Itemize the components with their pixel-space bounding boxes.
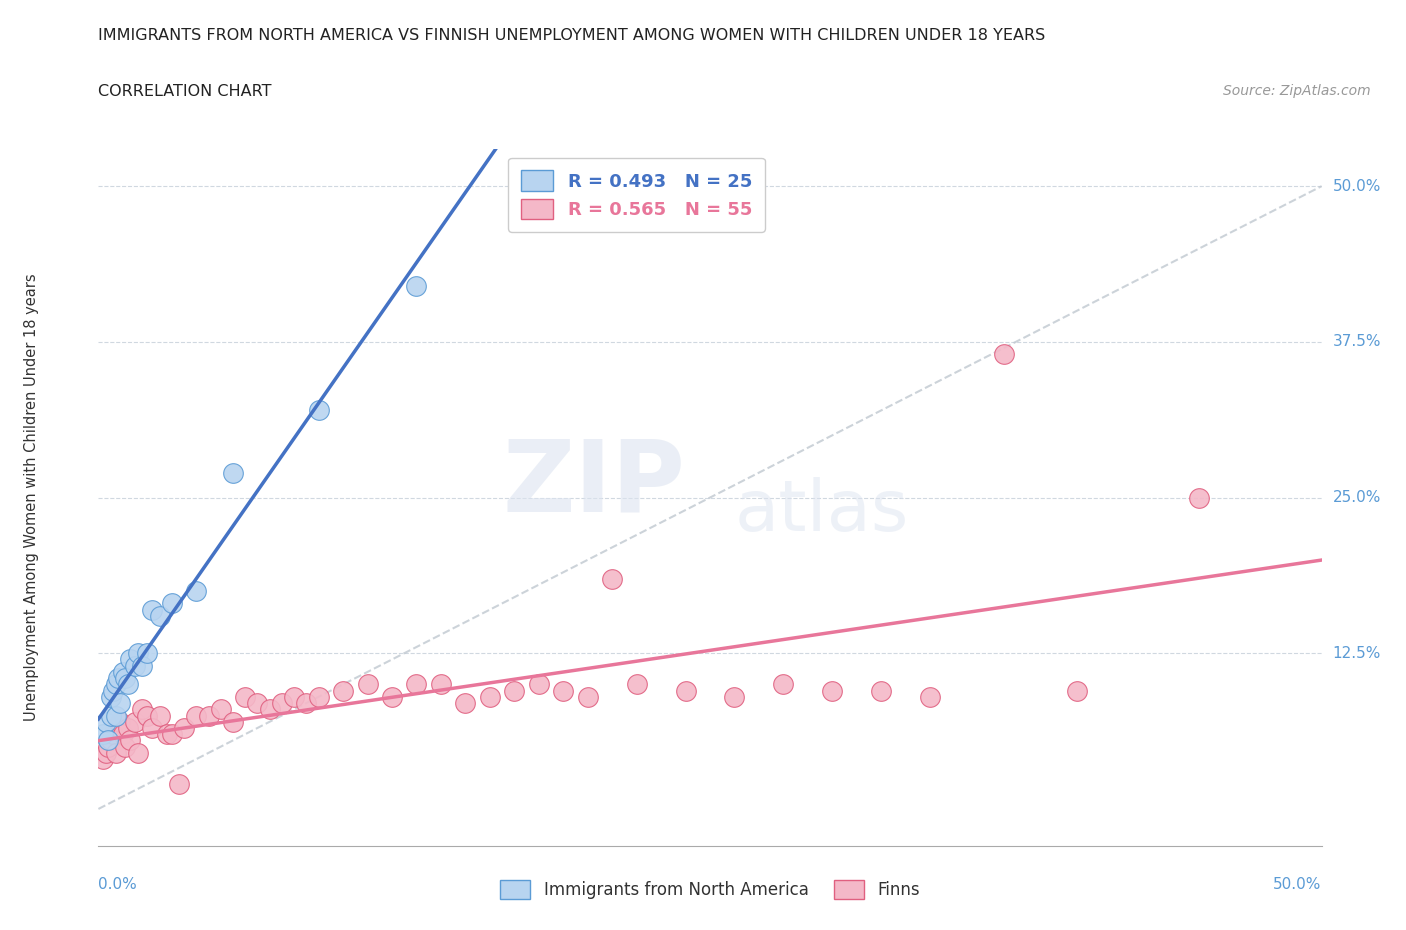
- Point: [356, 677, 378, 692]
- Point: [246, 696, 269, 711]
- Point: [186, 583, 208, 598]
- Point: [222, 714, 245, 729]
- Point: [308, 403, 330, 418]
- Point: [308, 689, 330, 704]
- Point: [149, 708, 172, 723]
- Point: [626, 677, 648, 692]
- Text: 25.0%: 25.0%: [1333, 490, 1381, 505]
- Point: [101, 726, 124, 741]
- Point: [111, 665, 134, 680]
- Point: [124, 658, 146, 673]
- Point: [131, 702, 153, 717]
- Point: [94, 746, 117, 761]
- Point: [91, 751, 114, 766]
- Point: [430, 677, 453, 692]
- Point: [136, 708, 159, 723]
- Text: IMMIGRANTS FROM NORTH AMERICA VS FINNISH UNEMPLOYMENT AMONG WOMEN WITH CHILDREN : IMMIGRANTS FROM NORTH AMERICA VS FINNISH…: [98, 28, 1046, 43]
- Point: [160, 726, 183, 741]
- Text: CORRELATION CHART: CORRELATION CHART: [98, 84, 271, 99]
- Point: [114, 739, 136, 754]
- Point: [124, 714, 146, 729]
- Point: [107, 671, 129, 685]
- Point: [209, 702, 232, 717]
- Point: [600, 571, 623, 586]
- Point: [114, 671, 136, 685]
- Point: [104, 677, 127, 692]
- Point: [381, 689, 404, 704]
- Point: [1188, 490, 1211, 505]
- Legend: Immigrants from North America, Finns: Immigrants from North America, Finns: [492, 871, 928, 908]
- Point: [136, 645, 159, 660]
- Point: [104, 746, 127, 761]
- Point: [222, 465, 245, 480]
- Point: [156, 726, 179, 741]
- Point: [100, 733, 122, 748]
- Text: ZIP: ZIP: [503, 435, 686, 532]
- Point: [454, 696, 477, 711]
- Point: [405, 677, 427, 692]
- Point: [131, 658, 153, 673]
- Text: 50.0%: 50.0%: [1333, 179, 1381, 193]
- Point: [100, 689, 122, 704]
- Point: [503, 684, 526, 698]
- Point: [1066, 684, 1088, 698]
- Point: [91, 726, 114, 741]
- Point: [127, 645, 149, 660]
- Point: [993, 347, 1015, 362]
- Point: [332, 684, 354, 698]
- Text: Unemployment Among Women with Children Under 18 years: Unemployment Among Women with Children U…: [24, 273, 38, 722]
- Point: [141, 603, 163, 618]
- Point: [186, 708, 208, 723]
- Point: [107, 721, 129, 736]
- Point: [723, 689, 745, 704]
- Point: [160, 596, 183, 611]
- Point: [111, 726, 134, 741]
- Point: [270, 696, 294, 711]
- Point: [97, 739, 120, 754]
- Text: 12.5%: 12.5%: [1333, 645, 1381, 660]
- Point: [173, 721, 195, 736]
- Point: [117, 721, 139, 736]
- Text: atlas: atlas: [734, 477, 908, 546]
- Point: [117, 677, 139, 692]
- Point: [553, 684, 575, 698]
- Point: [167, 777, 190, 791]
- Point: [920, 689, 942, 704]
- Point: [101, 684, 124, 698]
- Text: 37.5%: 37.5%: [1333, 335, 1381, 350]
- Point: [120, 652, 142, 667]
- Point: [110, 714, 132, 729]
- Point: [233, 689, 256, 704]
- Point: [97, 733, 120, 748]
- Point: [295, 696, 318, 711]
- Point: [478, 689, 501, 704]
- Text: 0.0%: 0.0%: [98, 877, 138, 892]
- Point: [283, 689, 305, 704]
- Text: Source: ZipAtlas.com: Source: ZipAtlas.com: [1223, 84, 1371, 98]
- Point: [94, 714, 117, 729]
- Point: [527, 677, 550, 692]
- Point: [576, 689, 599, 704]
- Point: [100, 708, 122, 723]
- Point: [149, 608, 172, 623]
- Point: [821, 684, 844, 698]
- Point: [197, 708, 219, 723]
- Point: [259, 702, 281, 717]
- Point: [870, 684, 893, 698]
- Point: [104, 708, 127, 723]
- Point: [675, 684, 697, 698]
- Point: [127, 746, 149, 761]
- Point: [120, 733, 142, 748]
- Point: [110, 696, 132, 711]
- Point: [141, 721, 163, 736]
- Point: [405, 278, 427, 293]
- Point: [772, 677, 794, 692]
- Text: 50.0%: 50.0%: [1274, 877, 1322, 892]
